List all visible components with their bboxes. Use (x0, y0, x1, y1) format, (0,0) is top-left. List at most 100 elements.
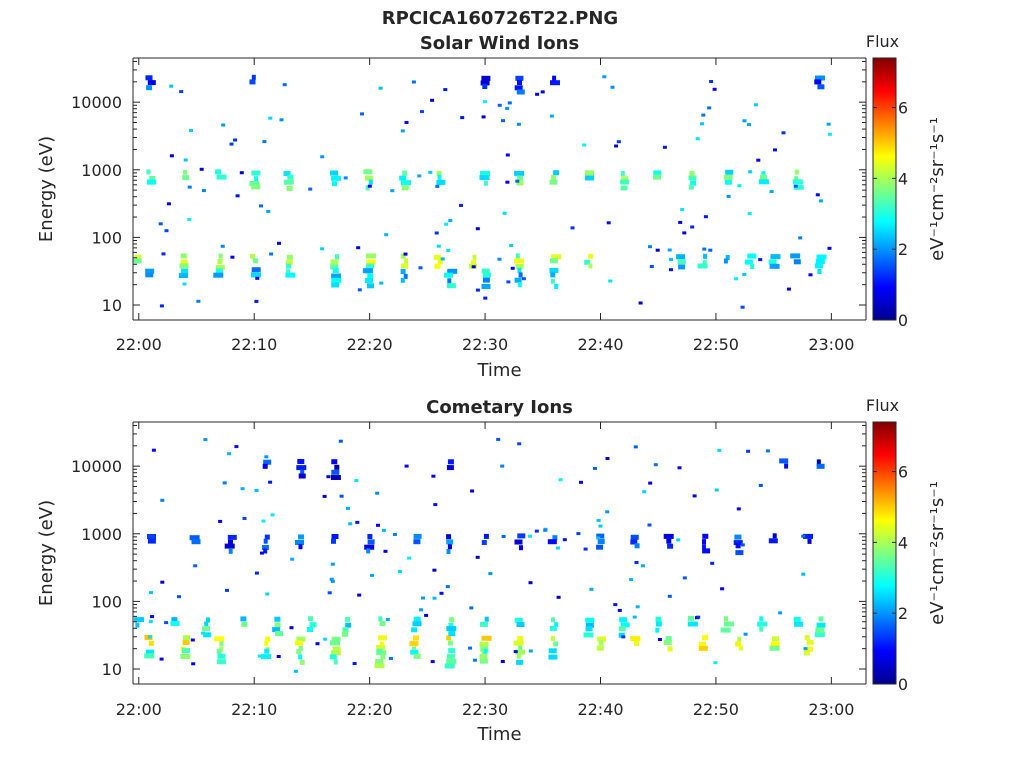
heatmap-cell (446, 539, 454, 545)
heatmap-cell (510, 266, 515, 270)
heatmap-cell (459, 203, 463, 207)
heatmap-cell (702, 539, 706, 545)
heatmap-cell (634, 543, 640, 549)
heatmap-cell (653, 463, 658, 467)
heatmap-cell (366, 548, 371, 554)
heatmap-cell (390, 189, 395, 193)
heatmap-cell (277, 241, 281, 245)
heatmap-cell (298, 473, 306, 479)
heatmap-cell (436, 244, 441, 248)
heatmap-cell (793, 184, 804, 190)
heatmap-cell (747, 212, 752, 215)
heatmap-cell (585, 622, 594, 628)
heatmap-cell (613, 603, 618, 607)
heatmap-cell (233, 138, 238, 142)
heatmap-cell (698, 645, 708, 651)
y-tick-label: 10000 (71, 93, 122, 112)
colorbar-tick-label: 6 (898, 463, 908, 482)
heatmap-cell (444, 663, 455, 669)
heatmap-cell (750, 264, 755, 269)
panel-solar-wind-ions: Solar Wind Ions 22:00 22:10 22:20 22:30 22:40… (36, 32, 948, 381)
heatmap-cell (447, 268, 458, 274)
heatmap-cell (366, 253, 376, 259)
heatmap-cell (432, 596, 437, 600)
heatmap-cell (283, 171, 291, 177)
heatmap-cell (648, 245, 652, 249)
heatmap-cell (262, 463, 268, 469)
figure-title: RPCICA160726T22.PNG (382, 8, 618, 29)
heatmap-cell (815, 259, 825, 264)
heatmap-cell (413, 616, 421, 622)
heatmap-cell (585, 626, 593, 632)
heatmap-cell (249, 79, 256, 85)
heatmap-cell (689, 170, 695, 176)
heatmap-cell (479, 621, 488, 627)
x-tick-label: 23:00 (808, 335, 854, 354)
heatmap-cell (177, 595, 181, 599)
heatmap-cell (147, 179, 156, 185)
heatmap-cell (690, 180, 697, 186)
heatmap-cell (786, 287, 791, 291)
heatmap-cell (549, 179, 558, 185)
heatmap-cell (392, 533, 397, 536)
heatmap-cell (514, 85, 523, 91)
heatmap-cell (735, 550, 744, 556)
heatmap-cell (297, 459, 305, 464)
heatmap-cell (331, 277, 342, 283)
heatmap-cell (446, 653, 455, 659)
x-tick-label: 22:40 (577, 335, 623, 354)
heatmap-cell (547, 539, 557, 545)
heatmap-cell (516, 122, 521, 126)
heatmap-cell (171, 617, 178, 623)
heatmap-cell (227, 534, 237, 540)
heatmap-cell (180, 259, 188, 265)
heatmap-cell (254, 176, 259, 182)
heatmap-cell (259, 204, 263, 208)
heatmap-cell (676, 538, 681, 542)
colorbar-tick-label: 4 (898, 533, 908, 552)
heatmap-cell (218, 519, 223, 523)
heatmap-cell (616, 140, 621, 144)
heatmap-cell (633, 445, 638, 449)
heatmap-cell (585, 170, 594, 176)
heatmap-cell (331, 538, 336, 544)
heatmap-cell (481, 75, 491, 81)
heatmap-cell (507, 101, 512, 105)
heatmap-cell (294, 640, 303, 646)
heatmap-cell (801, 534, 806, 538)
heatmap-cell (342, 627, 349, 633)
heatmap-cell (270, 513, 275, 517)
heatmap-cell (374, 663, 385, 669)
heatmap-cell (497, 103, 502, 107)
heatmap-cell (550, 80, 560, 86)
heatmap-cell (769, 645, 780, 651)
heatmap-cell (149, 176, 156, 181)
colorbar-tick-label: 2 (898, 240, 908, 259)
heatmap-cell (761, 171, 766, 177)
heatmap-cell (479, 658, 488, 664)
heatmap-cell (518, 645, 523, 651)
heatmap-cell (481, 540, 487, 545)
heatmap-cell (446, 549, 451, 554)
heatmap-cell (482, 272, 491, 278)
heatmap-cell (779, 458, 789, 464)
heatmap-cell (448, 219, 453, 223)
heatmap-cell (334, 464, 340, 470)
heatmap-cell (596, 645, 604, 651)
heatmap-cell (550, 278, 555, 284)
heatmap-cell (413, 635, 419, 641)
heatmap-cell (583, 632, 594, 638)
heatmap-cell (794, 169, 799, 175)
heatmap-cell (331, 282, 340, 288)
heatmap-cell (400, 253, 406, 259)
heatmap-cell (261, 519, 266, 523)
heatmap-cell (268, 480, 273, 484)
heatmap-cell (598, 524, 603, 528)
heatmap-cell (367, 283, 374, 289)
heatmap-cell (150, 615, 155, 619)
heatmap-cell (335, 254, 339, 260)
heatmap-cell (421, 596, 425, 600)
heatmap-cell (254, 571, 259, 575)
heatmap-cell (298, 534, 304, 540)
